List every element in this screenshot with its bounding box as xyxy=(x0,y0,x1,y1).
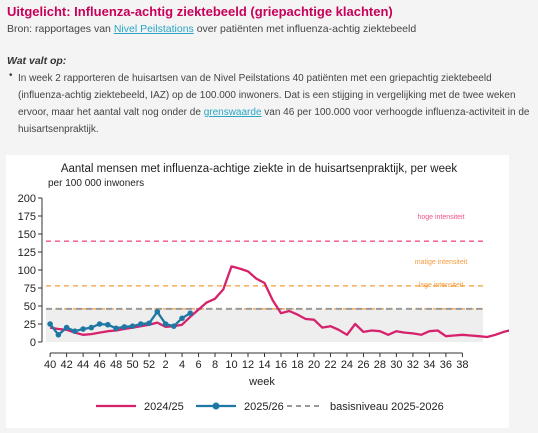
x-tick-label-20: 28 xyxy=(374,359,386,371)
x-tick-label-22: 32 xyxy=(407,359,419,371)
plot-area: hoge intensiteit matige intensiteit lage i… xyxy=(46,214,521,342)
y-tick-label-2: 50 xyxy=(24,301,36,313)
paragraph-text-2: van 46 per 100.000 voor verhoogde influe… xyxy=(18,107,530,135)
x-tick-label-24: 36 xyxy=(440,359,452,371)
chart-container: Aantal mensen met influenza-achtige ziek… xyxy=(6,155,521,428)
series-point-1-7 xyxy=(105,321,111,328)
series-point-1-6 xyxy=(96,321,103,327)
x-tick-label-19: 26 xyxy=(357,359,369,371)
series-point-1-1 xyxy=(55,332,62,338)
series-point-1-10 xyxy=(129,323,136,329)
chart-legend: 2024/25 2025/26 basisniveau 2025-2026 xyxy=(96,401,444,413)
source-line: Bron: rapportages van Nivel Peilstations… xyxy=(7,23,416,35)
x-tick-label-0: 40 xyxy=(44,359,56,371)
intensity-band-label-1: matige intensiteit xyxy=(415,259,468,266)
legend-label-1: 2025/26 xyxy=(244,401,284,413)
series-point-1-15 xyxy=(171,323,177,329)
series-point-1-4 xyxy=(80,326,86,332)
series-point-1-5 xyxy=(88,324,95,331)
series-point-1-11 xyxy=(138,321,144,327)
x-tick-label-8: 4 xyxy=(179,359,185,371)
x-tick-label-3: 46 xyxy=(93,359,105,371)
section-heading: Wat valt op: xyxy=(7,55,67,67)
y-tick-label-3: 75 xyxy=(24,283,36,295)
series-point-1-2 xyxy=(63,324,70,331)
x-tick-label-21: 30 xyxy=(390,359,402,371)
series-point-1-12 xyxy=(146,320,152,327)
source-suffix: over patiënten met influenza-achtig ziek… xyxy=(193,23,417,35)
y-tick-label-1: 25 xyxy=(24,319,36,331)
x-tick-label-25: 38 xyxy=(456,359,468,371)
legend-marker-1 xyxy=(212,402,220,410)
summary-paragraph: In week 2 rapporteren de huisartsen van … xyxy=(18,70,530,138)
nivel-peilstations-link[interactable]: Nivel Peilstations xyxy=(113,23,194,35)
series-point-1-8 xyxy=(113,325,119,332)
chart-y-label: per 100 000 inwoners xyxy=(48,178,144,189)
page-title: Uitgelicht: Influenza-achtig ziektebeeld… xyxy=(7,4,393,19)
x-tick-label-2: 44 xyxy=(77,359,89,371)
x-tick-label-7: 2 xyxy=(162,359,168,371)
x-tick-label-5: 50 xyxy=(126,359,138,371)
bullet-point: • xyxy=(9,70,13,81)
y-tick-label-6: 150 xyxy=(18,229,36,241)
series-line-0 xyxy=(49,265,521,339)
intensity-band-label-2: lage intensiteit xyxy=(419,282,464,289)
chart-title: Aantal mensen met influenza-achtige ziek… xyxy=(61,163,458,175)
x-tick-label-23: 34 xyxy=(423,359,435,371)
x-tick-label-9: 6 xyxy=(195,359,201,371)
x-tick-label-12: 12 xyxy=(242,359,254,371)
series-point-1-13 xyxy=(154,308,161,315)
y-tick-label-8: 200 xyxy=(18,193,36,205)
x-tick-label-4: 48 xyxy=(110,359,122,371)
x-tick-label-6: 52 xyxy=(143,359,155,371)
x-tick-label-14: 16 xyxy=(275,359,287,371)
legend-label-0: 2024/25 xyxy=(144,401,184,413)
chart-x-label: week xyxy=(248,376,275,388)
grenswaarde-link[interactable]: grenswaarde xyxy=(203,107,262,118)
series-point-1-0 xyxy=(47,321,53,327)
series-point-1-14 xyxy=(162,321,169,327)
series-point-1-3 xyxy=(72,328,78,334)
source-prefix: Bron: rapportages van xyxy=(7,23,114,35)
x-tick-label-10: 8 xyxy=(212,359,218,371)
x-tick-label-18: 24 xyxy=(341,359,353,371)
y-tick-label-5: 125 xyxy=(18,247,36,259)
intensity-band-label-0: hoge intensiteit xyxy=(417,214,464,221)
x-tick-label-13: 14 xyxy=(258,359,270,371)
series-point-1-17 xyxy=(187,310,194,316)
series-point-1-16 xyxy=(179,315,185,322)
series-point-1-9 xyxy=(121,324,128,330)
x-tick-label-1: 42 xyxy=(60,359,72,371)
y-tick-label-0: 0 xyxy=(30,337,36,349)
paragraph-text-1: In week 2 rapporteren de huisartsen van … xyxy=(18,73,516,118)
x-tick-label-11: 10 xyxy=(225,359,237,371)
influenza-chart: Aantal mensen met influenza-achtige ziek… xyxy=(18,163,521,413)
y-tick-label-7: 175 xyxy=(18,211,36,223)
x-tick-label-16: 20 xyxy=(308,359,320,371)
y-tick-label-4: 100 xyxy=(18,265,36,277)
x-tick-label-15: 18 xyxy=(291,359,303,371)
baseline-shaded-area xyxy=(46,308,483,342)
legend-label-2: basisniveau 2025-2026 xyxy=(330,401,444,413)
x-tick-label-17: 22 xyxy=(324,359,336,371)
